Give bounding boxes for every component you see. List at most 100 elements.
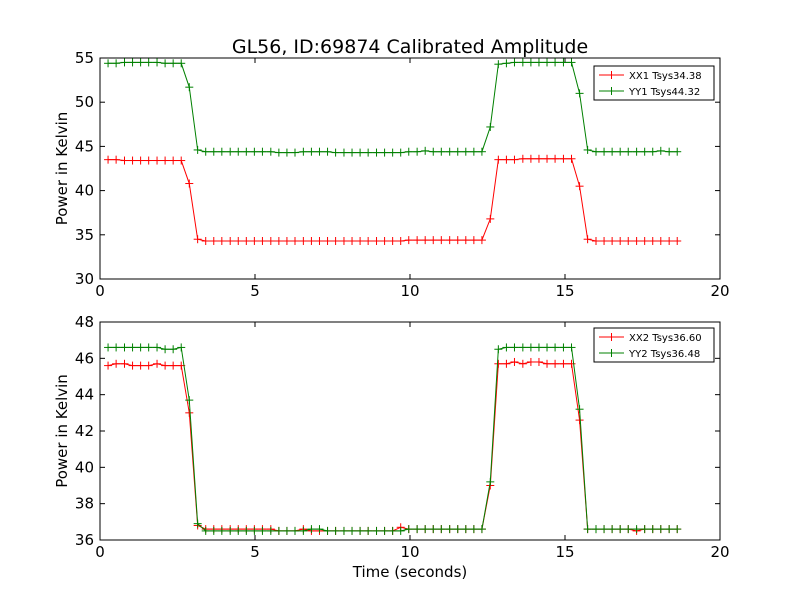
data-point-marker	[388, 148, 397, 157]
y-tick-label: 50	[75, 93, 94, 111]
data-point-marker	[388, 236, 397, 245]
data-point-marker	[299, 526, 308, 535]
x-tick-label: 0	[95, 543, 105, 561]
data-point-marker	[461, 147, 470, 156]
data-point-marker	[396, 526, 405, 535]
y-tick-label: 38	[75, 495, 94, 513]
data-point-marker	[226, 236, 235, 245]
legend-item: YY1 Tsys44.32	[599, 87, 700, 98]
data-point-marker	[193, 519, 202, 528]
legend-label: YY1 Tsys44.32	[628, 87, 700, 98]
data-point-marker	[575, 182, 584, 191]
x-tick-label: 15	[555, 543, 574, 561]
data-point-marker	[193, 145, 202, 154]
data-point-marker	[665, 147, 674, 156]
data-point-marker	[250, 236, 259, 245]
data-point-marker	[169, 345, 178, 354]
data-point-marker	[315, 236, 324, 245]
data-point-marker	[226, 526, 235, 535]
data-point-marker	[413, 525, 422, 534]
x-axis-label: Time (seconds)	[352, 563, 468, 581]
data-point-marker	[461, 525, 470, 534]
data-point-marker	[315, 525, 324, 534]
data-point-marker	[112, 359, 121, 368]
data-point-marker	[600, 147, 609, 156]
data-point-marker	[486, 214, 495, 223]
data-point-marker	[494, 345, 503, 354]
data-point-marker	[161, 59, 170, 68]
x-tick-label: 10	[400, 543, 419, 561]
data-point-marker	[348, 148, 357, 157]
data-point-marker	[575, 416, 584, 425]
data-point-marker	[567, 58, 576, 67]
data-point-marker	[323, 147, 332, 156]
data-point-marker	[445, 147, 454, 156]
data-point-marker	[307, 147, 316, 156]
y-tick-label: 46	[75, 349, 94, 367]
data-point-marker	[307, 236, 316, 245]
data-point-marker	[445, 525, 454, 534]
data-point-marker	[477, 236, 486, 245]
data-point-marker	[112, 343, 121, 352]
data-point-marker	[112, 155, 121, 164]
data-point-marker	[234, 236, 243, 245]
data-point-marker	[575, 89, 584, 98]
data-point-marker	[258, 236, 267, 245]
data-point-marker	[510, 58, 519, 67]
legend-box	[593, 65, 715, 101]
x-tick-label: 0	[95, 282, 105, 300]
data-point-marker	[217, 236, 226, 245]
data-point-marker	[477, 147, 486, 156]
data-point-marker	[404, 147, 413, 156]
data-point-marker	[510, 357, 519, 366]
data-point-marker	[315, 147, 324, 156]
data-point-marker	[185, 83, 194, 92]
data-point-marker	[526, 343, 535, 352]
y-tick-label: 45	[75, 137, 94, 155]
data-point-marker	[282, 236, 291, 245]
data-point-marker	[339, 236, 348, 245]
data-point-marker	[331, 148, 340, 157]
data-point-marker	[421, 146, 430, 155]
data-point-marker	[567, 154, 576, 163]
data-point-marker	[226, 147, 235, 156]
data-point-marker	[185, 396, 194, 405]
data-point-marker	[404, 525, 413, 534]
data-point-marker	[510, 155, 519, 164]
data-point-marker	[518, 154, 527, 163]
data-point-marker	[282, 526, 291, 535]
data-point-marker	[104, 155, 113, 164]
data-point-marker	[258, 147, 267, 156]
data-point-marker	[510, 343, 519, 352]
data-point-marker	[169, 156, 178, 165]
data-point-marker	[201, 526, 210, 535]
data-point-marker	[421, 236, 430, 245]
y-tick-label: 42	[75, 422, 94, 440]
data-point-marker	[104, 361, 113, 370]
data-point-marker	[640, 525, 649, 534]
data-point-marker	[518, 58, 527, 67]
data-point-marker	[648, 236, 657, 245]
y-tick-label: 40	[75, 182, 94, 200]
data-point-marker	[348, 526, 357, 535]
data-point-marker	[673, 525, 682, 534]
x-tick-label: 5	[250, 543, 260, 561]
data-point-marker	[453, 236, 462, 245]
data-point-marker	[372, 236, 381, 245]
data-point-marker	[656, 146, 665, 155]
data-point-marker	[282, 148, 291, 157]
legend-label: XX2 Tsys36.60	[629, 333, 702, 344]
data-point-marker	[161, 361, 170, 370]
data-point-marker	[567, 359, 576, 368]
data-point-marker	[120, 156, 129, 165]
legend: XX1 Tsys34.38 YY1 Tsys44.32	[593, 65, 715, 101]
data-point-marker	[290, 148, 299, 157]
data-point-marker	[518, 359, 527, 368]
y-tick-label: 55	[75, 49, 94, 67]
data-point-marker	[575, 405, 584, 414]
data-point-marker	[169, 59, 178, 68]
data-point-marker	[161, 156, 170, 165]
data-point-marker	[551, 58, 560, 67]
data-point-marker	[258, 526, 267, 535]
data-point-marker	[502, 155, 511, 164]
